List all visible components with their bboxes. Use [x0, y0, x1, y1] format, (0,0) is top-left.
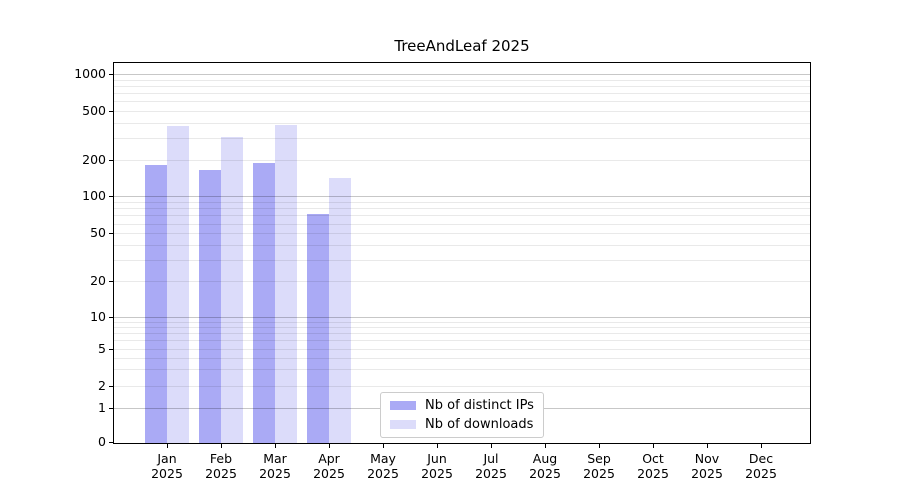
x-tick-label: Dec 2025: [745, 451, 777, 481]
legend-item-distinct-ips: Nb of distinct IPs: [390, 398, 535, 413]
x-tick: [599, 444, 600, 448]
y-tick: [109, 159, 113, 161]
y-tick: [109, 442, 113, 444]
bar-distinct-ips: [199, 170, 221, 443]
legend: Nb of distinct IPs Nb of downloads: [380, 392, 544, 438]
x-tick-label: Nov 2025: [691, 451, 723, 481]
y-tick: [109, 408, 113, 410]
bar-downloads: [167, 125, 189, 443]
x-tick-label: Jun 2025: [421, 451, 453, 481]
x-tick: [707, 444, 708, 448]
x-tick: [167, 444, 168, 448]
bar-downloads: [221, 136, 243, 443]
y-tick: [109, 196, 113, 198]
x-tick: [329, 444, 330, 448]
x-tick: [437, 444, 438, 448]
legend-item-downloads: Nb of downloads: [390, 417, 535, 432]
y-tick-label: 100: [82, 188, 106, 204]
bar-downloads: [329, 178, 351, 443]
y-tick-label: 10: [90, 309, 106, 324]
y-tick-label: 1000: [74, 66, 106, 82]
x-tick-label: Aug 2025: [529, 451, 561, 481]
x-tick-label: Oct 2025: [637, 451, 669, 481]
y-tick: [109, 74, 113, 76]
y-tick-label: 1: [98, 400, 106, 416]
x-tick-label: Jan 2025: [151, 451, 183, 481]
legend-swatch-downloads-icon: [390, 420, 416, 429]
x-tick-label: Mar 2025: [259, 451, 291, 481]
bar-distinct-ips: [307, 213, 329, 443]
y-tick: [109, 386, 113, 387]
y-tick-label: 5: [98, 340, 106, 356]
x-tick-label: May 2025: [367, 451, 399, 481]
x-tick: [275, 444, 276, 448]
y-tick-label: 50: [90, 225, 106, 241]
y-tick-label: 500: [82, 102, 106, 118]
y-tick: [109, 233, 113, 235]
legend-label-downloads: Nb of downloads: [425, 417, 534, 432]
y-tick: [109, 348, 113, 350]
legend-label-distinct-ips: Nb of distinct IPs: [425, 398, 534, 413]
x-tick-label: Sep 2025: [583, 451, 615, 481]
x-tick-label: Apr 2025: [313, 451, 345, 481]
bar-distinct-ips: [145, 164, 167, 443]
legend-swatch-distinct-ips-icon: [390, 401, 416, 410]
x-tick-label: Feb 2025: [205, 451, 237, 481]
y-tick-label: 200: [82, 151, 106, 167]
x-tick: [491, 444, 492, 448]
y-tick: [109, 317, 113, 318]
x-tick: [221, 444, 222, 448]
y-tick-label: 20: [90, 272, 106, 288]
chart-title: TreeAndLeaf 2025: [394, 37, 530, 55]
y-tick: [109, 280, 113, 282]
y-tick: [109, 110, 113, 112]
bar-distinct-ips: [253, 163, 275, 443]
x-tick: [653, 444, 654, 448]
y-tick-label: 2: [98, 378, 106, 393]
x-tick: [545, 444, 546, 448]
y-tick-label: 0: [98, 434, 106, 450]
x-tick: [761, 444, 762, 448]
bar-downloads: [275, 124, 297, 443]
bars-layer: [114, 63, 810, 443]
x-tick: [383, 444, 384, 448]
x-tick-label: Jul 2025: [475, 451, 507, 481]
plot-area: Nb of distinct IPs Nb of downloads: [113, 62, 811, 444]
